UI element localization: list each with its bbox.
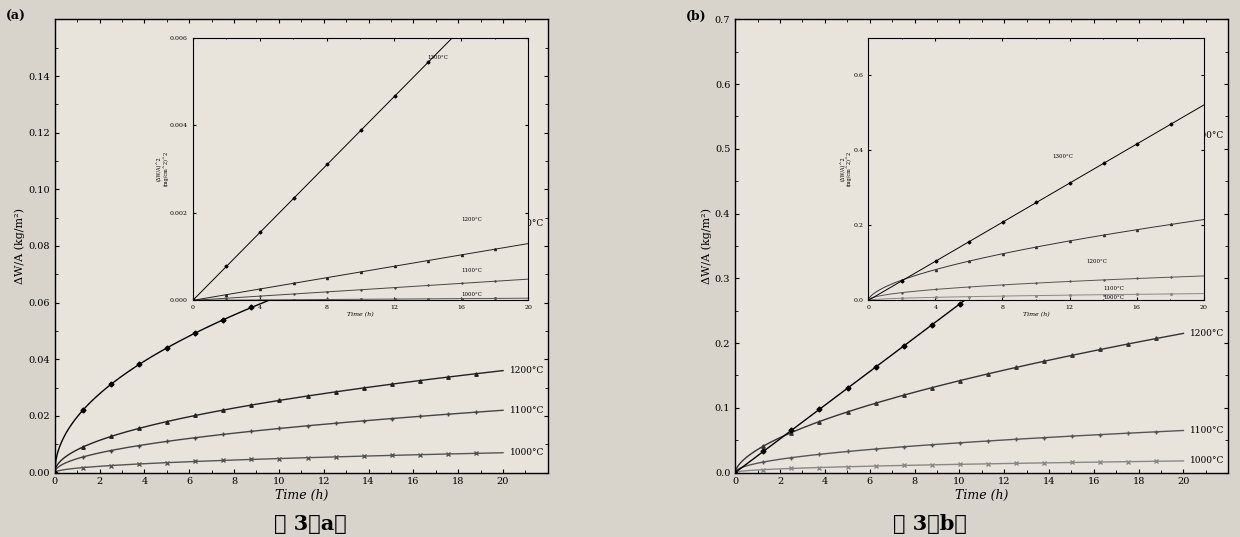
Text: (a): (a) [5,10,26,23]
Text: 1300°C: 1300°C [510,219,544,228]
X-axis label: Time (h): Time (h) [955,489,1008,502]
Text: 1200°C: 1200°C [510,366,544,375]
Text: 1000°C: 1000°C [1190,456,1225,466]
Text: 1100°C: 1100°C [1190,426,1225,435]
Y-axis label: ΔW/A (kg/m²): ΔW/A (kg/m²) [702,208,712,284]
Y-axis label: ΔW/A (kg/m²): ΔW/A (kg/m²) [15,208,25,284]
Text: 图 3（a）: 图 3（a） [274,514,346,534]
Text: (b): (b) [686,10,707,23]
X-axis label: Time (h): Time (h) [274,489,329,502]
Text: 1300°C: 1300°C [1190,132,1224,140]
Text: 1200°C: 1200°C [1190,329,1224,338]
Text: 1100°C: 1100°C [510,406,544,415]
Text: 图 3（b）: 图 3（b） [893,514,967,534]
Text: 1000°C: 1000°C [510,448,544,457]
